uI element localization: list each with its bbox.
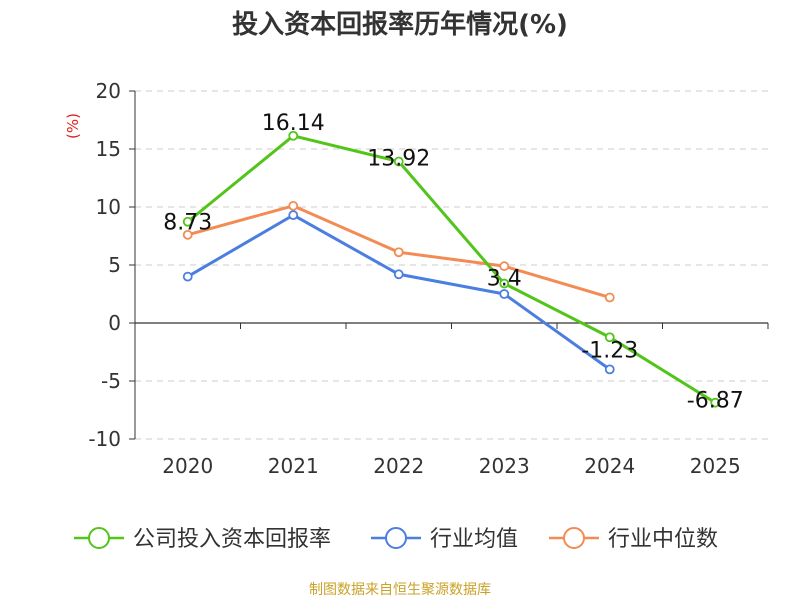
- data-label: -6.87: [687, 389, 744, 414]
- data-labels: 8.73 16.14 13.92 3.4 -1.23 -6.87: [163, 111, 743, 414]
- data-point: [288, 130, 299, 141]
- y-tick-label: 10: [96, 195, 121, 219]
- legend-label: 行业中位数: [608, 527, 718, 552]
- series-line: [186, 213, 611, 371]
- data-point: [499, 278, 510, 289]
- data-point: [499, 261, 510, 272]
- legend-item[interactable]: 行业中位数: [549, 527, 718, 552]
- y-tick-label: 20: [96, 79, 121, 103]
- legend-marker: [88, 527, 110, 549]
- data-label: -1.23: [581, 338, 638, 363]
- data-point: [182, 229, 193, 240]
- data-point: [710, 397, 721, 408]
- data-label: 13.92: [367, 147, 430, 172]
- legend: 公司投入资本回报率 行业均值 行业中位数: [74, 527, 718, 552]
- y-axis-label: (%): [64, 113, 82, 139]
- series-line: [186, 134, 717, 404]
- data-point: [288, 200, 299, 211]
- y-tick-label: 15: [96, 137, 121, 161]
- data-point: [182, 271, 193, 282]
- x-tick-label: 2021: [268, 454, 319, 478]
- legend-label: 公司投入资本回报率: [133, 527, 331, 552]
- x-tick-label: 2024: [584, 454, 635, 478]
- axes: 20 15 10 5 0 -5 -10 2020 2021 2022 2023 2024 2025: [88, 79, 769, 478]
- legend-label: 行业均值: [430, 527, 518, 552]
- data-point: [393, 156, 404, 167]
- data-label: 8.73: [163, 211, 212, 236]
- data-label: 3.4: [487, 267, 522, 292]
- chart-title: 投入资本回报率历年情况(%): [232, 10, 568, 40]
- data-point: [288, 210, 299, 221]
- series-lines: [182, 130, 721, 408]
- data-point: [393, 269, 404, 280]
- legend-item[interactable]: 行业均值: [371, 527, 518, 552]
- data-point: [604, 332, 615, 343]
- data-label: 16.14: [262, 111, 325, 136]
- source-note: 制图数据来自恒生聚源数据库: [309, 582, 491, 598]
- data-point: [393, 247, 404, 258]
- x-tick-label: 2025: [690, 454, 741, 478]
- y-tick-label: -10: [88, 427, 121, 451]
- legend-marker: [385, 527, 407, 549]
- x-tick-label: 2020: [162, 454, 213, 478]
- y-tick-label: 0: [108, 311, 121, 335]
- data-point: [604, 364, 615, 375]
- data-point: [182, 216, 193, 227]
- legend-marker: [563, 527, 585, 549]
- x-tick-label: 2022: [373, 454, 424, 478]
- x-tick-label: 2023: [479, 454, 530, 478]
- data-point: [499, 289, 510, 299]
- y-tick-label: -5: [101, 369, 121, 393]
- grid-lines: [135, 90, 768, 440]
- y-tick-label: 5: [108, 253, 121, 277]
- data-point: [604, 292, 615, 303]
- legend-item[interactable]: 公司投入资本回报率: [74, 527, 331, 552]
